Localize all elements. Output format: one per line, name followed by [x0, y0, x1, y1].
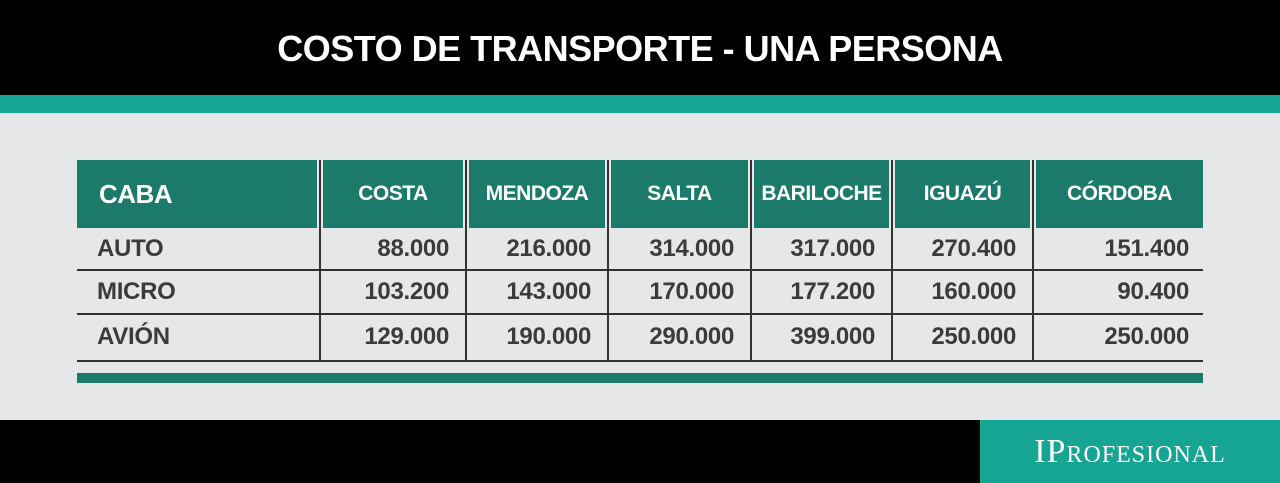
column-divider	[465, 160, 467, 360]
table-cell: 177.200	[790, 278, 875, 305]
column-divider	[750, 160, 752, 360]
table-cell: 170.000	[649, 278, 734, 305]
column-header: IGUAZÚ	[895, 160, 1030, 228]
row-label: AVIÓN	[97, 323, 170, 350]
row-divider	[77, 269, 1203, 271]
column-divider	[891, 160, 893, 360]
table-cell: 290.000	[649, 323, 734, 350]
column-header: COSTA	[323, 160, 463, 228]
row-label: MICRO	[97, 278, 176, 305]
brand-logo: IProfesional	[980, 420, 1280, 483]
top-bar	[0, 0, 1280, 95]
table-cell: 190.000	[506, 323, 591, 350]
column-header: MENDOZA	[469, 160, 605, 228]
column-divider	[1032, 160, 1034, 360]
table-cell: 129.000	[364, 323, 449, 350]
table-cell: 250.000	[1104, 323, 1189, 350]
column-divider	[607, 160, 609, 360]
row-divider	[77, 360, 1203, 362]
table-cell: 90.400	[1117, 278, 1189, 305]
table-cell: 270.400	[931, 235, 1016, 262]
stripe	[0, 95, 1280, 113]
table-cell: 317.000	[790, 235, 875, 262]
column-header: BARILOCHE	[754, 160, 889, 228]
table-cell: 151.400	[1104, 235, 1189, 262]
table-cell: 160.000	[931, 278, 1016, 305]
title: COSTO DE TRANSPORTE - UNA PERSONA	[277, 28, 1003, 69]
row-divider	[77, 313, 1203, 315]
table-cell: 88.000	[377, 235, 449, 262]
column-header: SALTA	[611, 160, 748, 228]
table-cell: 103.200	[364, 278, 449, 305]
corner-header: CABA	[77, 160, 317, 228]
table-cell: 250.000	[931, 323, 1016, 350]
table-cell: 143.000	[506, 278, 591, 305]
table-footer-bar	[77, 373, 1203, 383]
column-divider	[319, 160, 321, 360]
table-cell: 399.000	[790, 323, 875, 350]
row-label: AUTO	[97, 235, 164, 262]
column-header: CÓRDOBA	[1036, 160, 1203, 228]
table-cell: 216.000	[506, 235, 591, 262]
table-cell: 314.000	[649, 235, 734, 262]
